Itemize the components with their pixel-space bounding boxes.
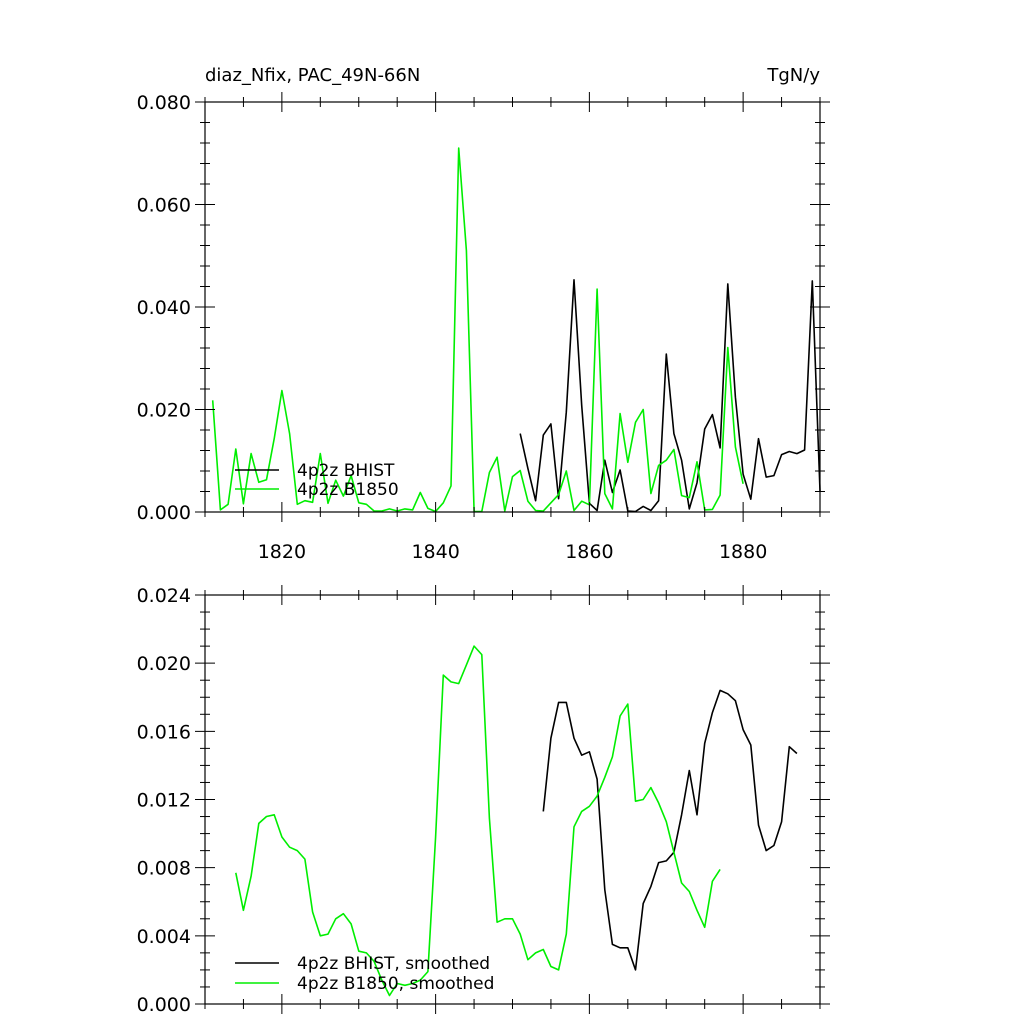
top-panel-axes: 0.000 0.020 0.040 0.060 0.080 1820 1840 1860 188… [137, 92, 830, 563]
bottom-y-tick-label: 0.016 [137, 721, 191, 743]
top-y-tick-label: 0.060 [137, 195, 191, 217]
top-plot-frame [204, 101, 821, 513]
bottom-panel: 0.000 0.004 0.008 0.012 0.016 0.020 0.024 4p2z… [137, 585, 830, 1016]
top-y-tick-label: 0.040 [137, 297, 191, 319]
bottom-legend-label: 4p2z BHIST, smoothed [297, 954, 490, 974]
bottom-legend-label: 4p2z B1850, smoothed [297, 974, 494, 994]
bottom-plot-frame [204, 594, 821, 1005]
bottom-y-tick-label: 0.000 [137, 994, 191, 1016]
top-x-tick-label: 1820 [258, 541, 306, 563]
bottom-series-1-line [235, 645, 721, 997]
bottom-y-tick-label: 0.024 [137, 585, 191, 607]
top-series-0-line [519, 278, 821, 513]
top-panel-units: TgN/y [766, 65, 820, 86]
top-legend-label: 4p2z B1850 [297, 480, 399, 500]
bottom-y-tick-label: 0.004 [137, 926, 191, 948]
top-panel-lines [211, 147, 821, 513]
top-y-tick-label: 0.020 [137, 400, 191, 422]
bottom-panel-lines [235, 645, 798, 997]
bottom-panel-axes: 0.000 0.004 0.008 0.012 0.016 0.020 0.024 [137, 585, 830, 1016]
top-legend-label: 4p2z BHIST [297, 461, 395, 481]
bottom-y-tick-label: 0.020 [137, 653, 191, 675]
top-y-tick-label: 0.000 [137, 502, 191, 524]
bottom-y-tick-label: 0.012 [137, 790, 191, 812]
top-x-tick-label: 1860 [565, 541, 613, 563]
top-y-tick-label: 0.080 [137, 92, 191, 114]
bottom-y-tick-label: 0.008 [137, 858, 191, 880]
bottom-series-0-line [542, 689, 798, 971]
top-panel-title: diaz_Nfix, PAC_49N-66N [205, 65, 420, 86]
top-x-tick-label: 1840 [411, 541, 459, 563]
top-series-1-line [211, 147, 744, 513]
top-x-tick-label: 1880 [719, 541, 767, 563]
top-panel: diaz_Nfix, PAC_49N-66N TgN/y 0.0000.0200… [137, 65, 830, 563]
